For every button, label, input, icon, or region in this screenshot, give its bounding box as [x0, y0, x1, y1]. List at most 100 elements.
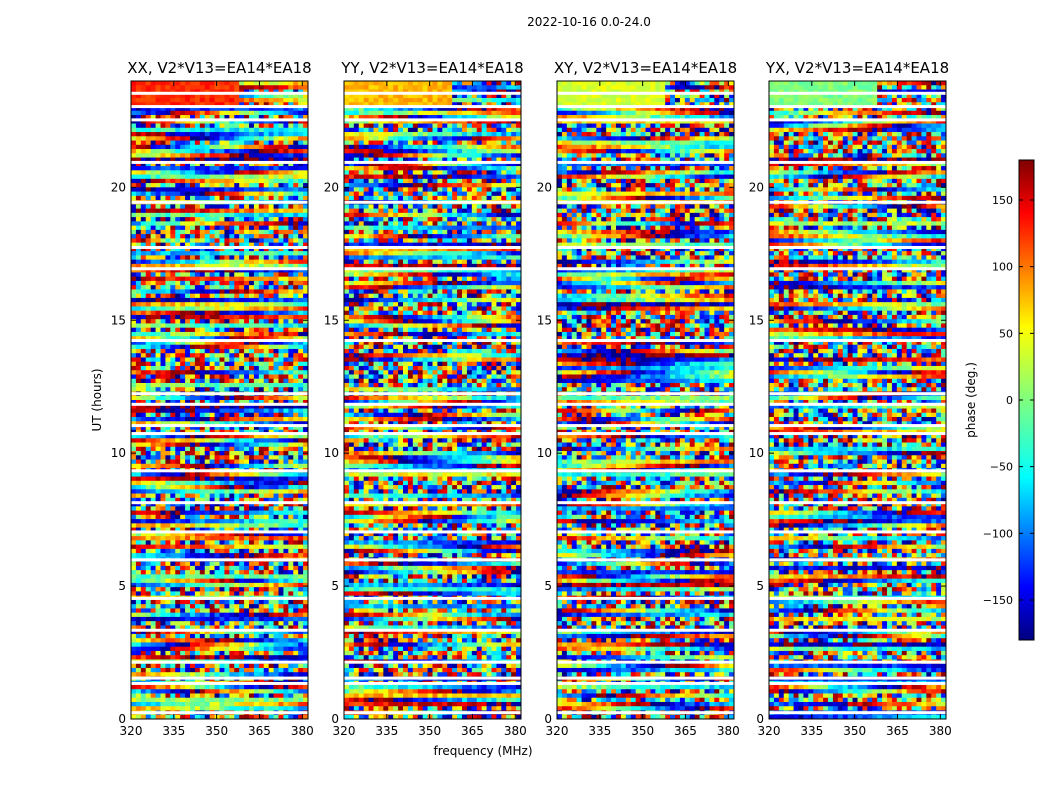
x-tick-label: 380	[291, 724, 314, 738]
flagged-gap	[131, 245, 308, 249]
y-tick-label: 20	[111, 180, 126, 194]
colorbar-tick-label: −50	[990, 461, 1013, 474]
panel-yy: YY, V2*V13=EA14*EA18 320 335 350 365 380 0 5 10 1…	[324, 59, 527, 738]
flagged-gap	[131, 711, 308, 715]
flagged-gap	[769, 160, 946, 164]
flagged-gap	[131, 501, 308, 505]
flagged-gap	[557, 469, 734, 473]
x-axis-label: frequency (MHz)	[433, 744, 532, 758]
flagged-gap	[769, 681, 946, 685]
flagged-gap	[557, 245, 734, 249]
flagged-gap	[131, 392, 308, 396]
flagged-gap	[769, 501, 946, 505]
x-tick-label: 350	[843, 724, 866, 738]
flagged-gap	[769, 628, 946, 632]
flagged-gap	[131, 91, 308, 95]
flagged-gap	[769, 402, 946, 406]
flagged-gap	[131, 660, 308, 664]
flagged-gap	[769, 676, 946, 680]
y-tick-label: 10	[324, 446, 339, 460]
x-tick-label: 335	[588, 724, 611, 738]
flagged-gap	[131, 558, 308, 562]
flagged-gap	[344, 681, 521, 685]
x-tick-label: 320	[758, 724, 781, 738]
x-tick-label: 365	[674, 724, 697, 738]
x-tick-label: 365	[461, 724, 484, 738]
flagged-gap	[131, 339, 308, 343]
panel-title: YX, V2*V13=EA14*EA18	[765, 59, 949, 77]
y-tick-label: 15	[324, 313, 339, 327]
panel-frame	[343, 80, 522, 720]
flagged-gap	[769, 660, 946, 664]
y-tick-label: 0	[544, 712, 552, 726]
flagged-gap	[557, 628, 734, 632]
flagged-gap	[769, 558, 946, 562]
flagged-gap	[344, 160, 521, 164]
flagged-gap	[344, 245, 521, 249]
flagged-gap	[131, 469, 308, 473]
colorbar: −150 −100 −50 0 50 100 150 phase (deg.)	[964, 159, 1035, 641]
x-tick-label: 335	[375, 724, 398, 738]
flagged-gap	[557, 402, 734, 406]
flagged-gap	[769, 424, 946, 428]
flagged-gap	[557, 160, 734, 164]
colorbar-ticks: −150 −100 −50 0 50 100 150	[983, 194, 1034, 607]
y-tick-label: 5	[544, 579, 552, 593]
flagged-gap	[344, 105, 521, 109]
colorbar-tick-label: 0	[1006, 394, 1013, 407]
flagged-gap	[557, 392, 734, 396]
y-tick-label: 15	[111, 313, 126, 327]
flagged-gap	[557, 200, 734, 204]
panel-xx: XX, V2*V13=EA14*EA18 320 335 350 365 380 0 5 10 1…	[111, 59, 314, 738]
flagged-gap	[131, 160, 308, 164]
panel-title: XY, V2*V13=EA14*EA18	[554, 59, 737, 77]
flagged-gap	[557, 91, 734, 95]
flagged-gap	[557, 432, 734, 436]
x-tick-label: 335	[800, 724, 823, 738]
flagged-gap	[769, 267, 946, 271]
y-tick-label: 0	[118, 712, 126, 726]
phase-waterfall	[769, 81, 947, 720]
y-tick-label: 5	[118, 579, 126, 593]
y-tick-label: 20	[749, 180, 764, 194]
y-tick-label: 5	[331, 579, 339, 593]
flagged-gap	[131, 676, 308, 680]
flagged-gap	[344, 628, 521, 632]
flagged-gap	[344, 660, 521, 664]
flagged-gap	[344, 530, 521, 534]
flagged-gap	[131, 530, 308, 534]
x-tick-label: 350	[205, 724, 228, 738]
x-tick-label: 335	[162, 724, 185, 738]
flagged-gap	[769, 245, 946, 249]
flagged-gap	[769, 91, 946, 95]
x-tick-label: 350	[418, 724, 441, 738]
flagged-gap	[769, 105, 946, 109]
flagged-gap	[557, 339, 734, 343]
y-tick-label: 20	[537, 180, 552, 194]
flagged-gap	[769, 200, 946, 204]
flagged-gap	[344, 469, 521, 473]
x-tick-label: 350	[631, 724, 654, 738]
figure-title: 2022-10-16 0.0-24.0	[527, 15, 651, 29]
x-tick-label: 365	[248, 724, 271, 738]
panels-group: XX, V2*V13=EA14*EA18 320 335 350 365 380 0 5 10 1…	[111, 59, 952, 738]
flagged-gap	[131, 267, 308, 271]
y-tick-label: 15	[749, 313, 764, 327]
flagged-gap	[344, 558, 521, 562]
flagged-gap	[557, 105, 734, 109]
flagged-gap	[557, 676, 734, 680]
colorbar-tick-label: 50	[999, 327, 1013, 340]
flagged-gap	[344, 392, 521, 396]
flagged-gap	[557, 558, 734, 562]
flagged-gap	[557, 530, 734, 534]
y-tick-label: 0	[756, 712, 764, 726]
colorbar-tick-label: −100	[983, 527, 1013, 540]
flagged-gap	[131, 105, 308, 109]
flagged-gap	[344, 501, 521, 505]
flagged-gap	[769, 118, 946, 122]
flagged-gap	[344, 424, 521, 428]
flagged-gap	[769, 339, 946, 343]
flagged-gap	[769, 432, 946, 436]
flagged-gap	[769, 711, 946, 715]
x-tick-label: 365	[886, 724, 909, 738]
